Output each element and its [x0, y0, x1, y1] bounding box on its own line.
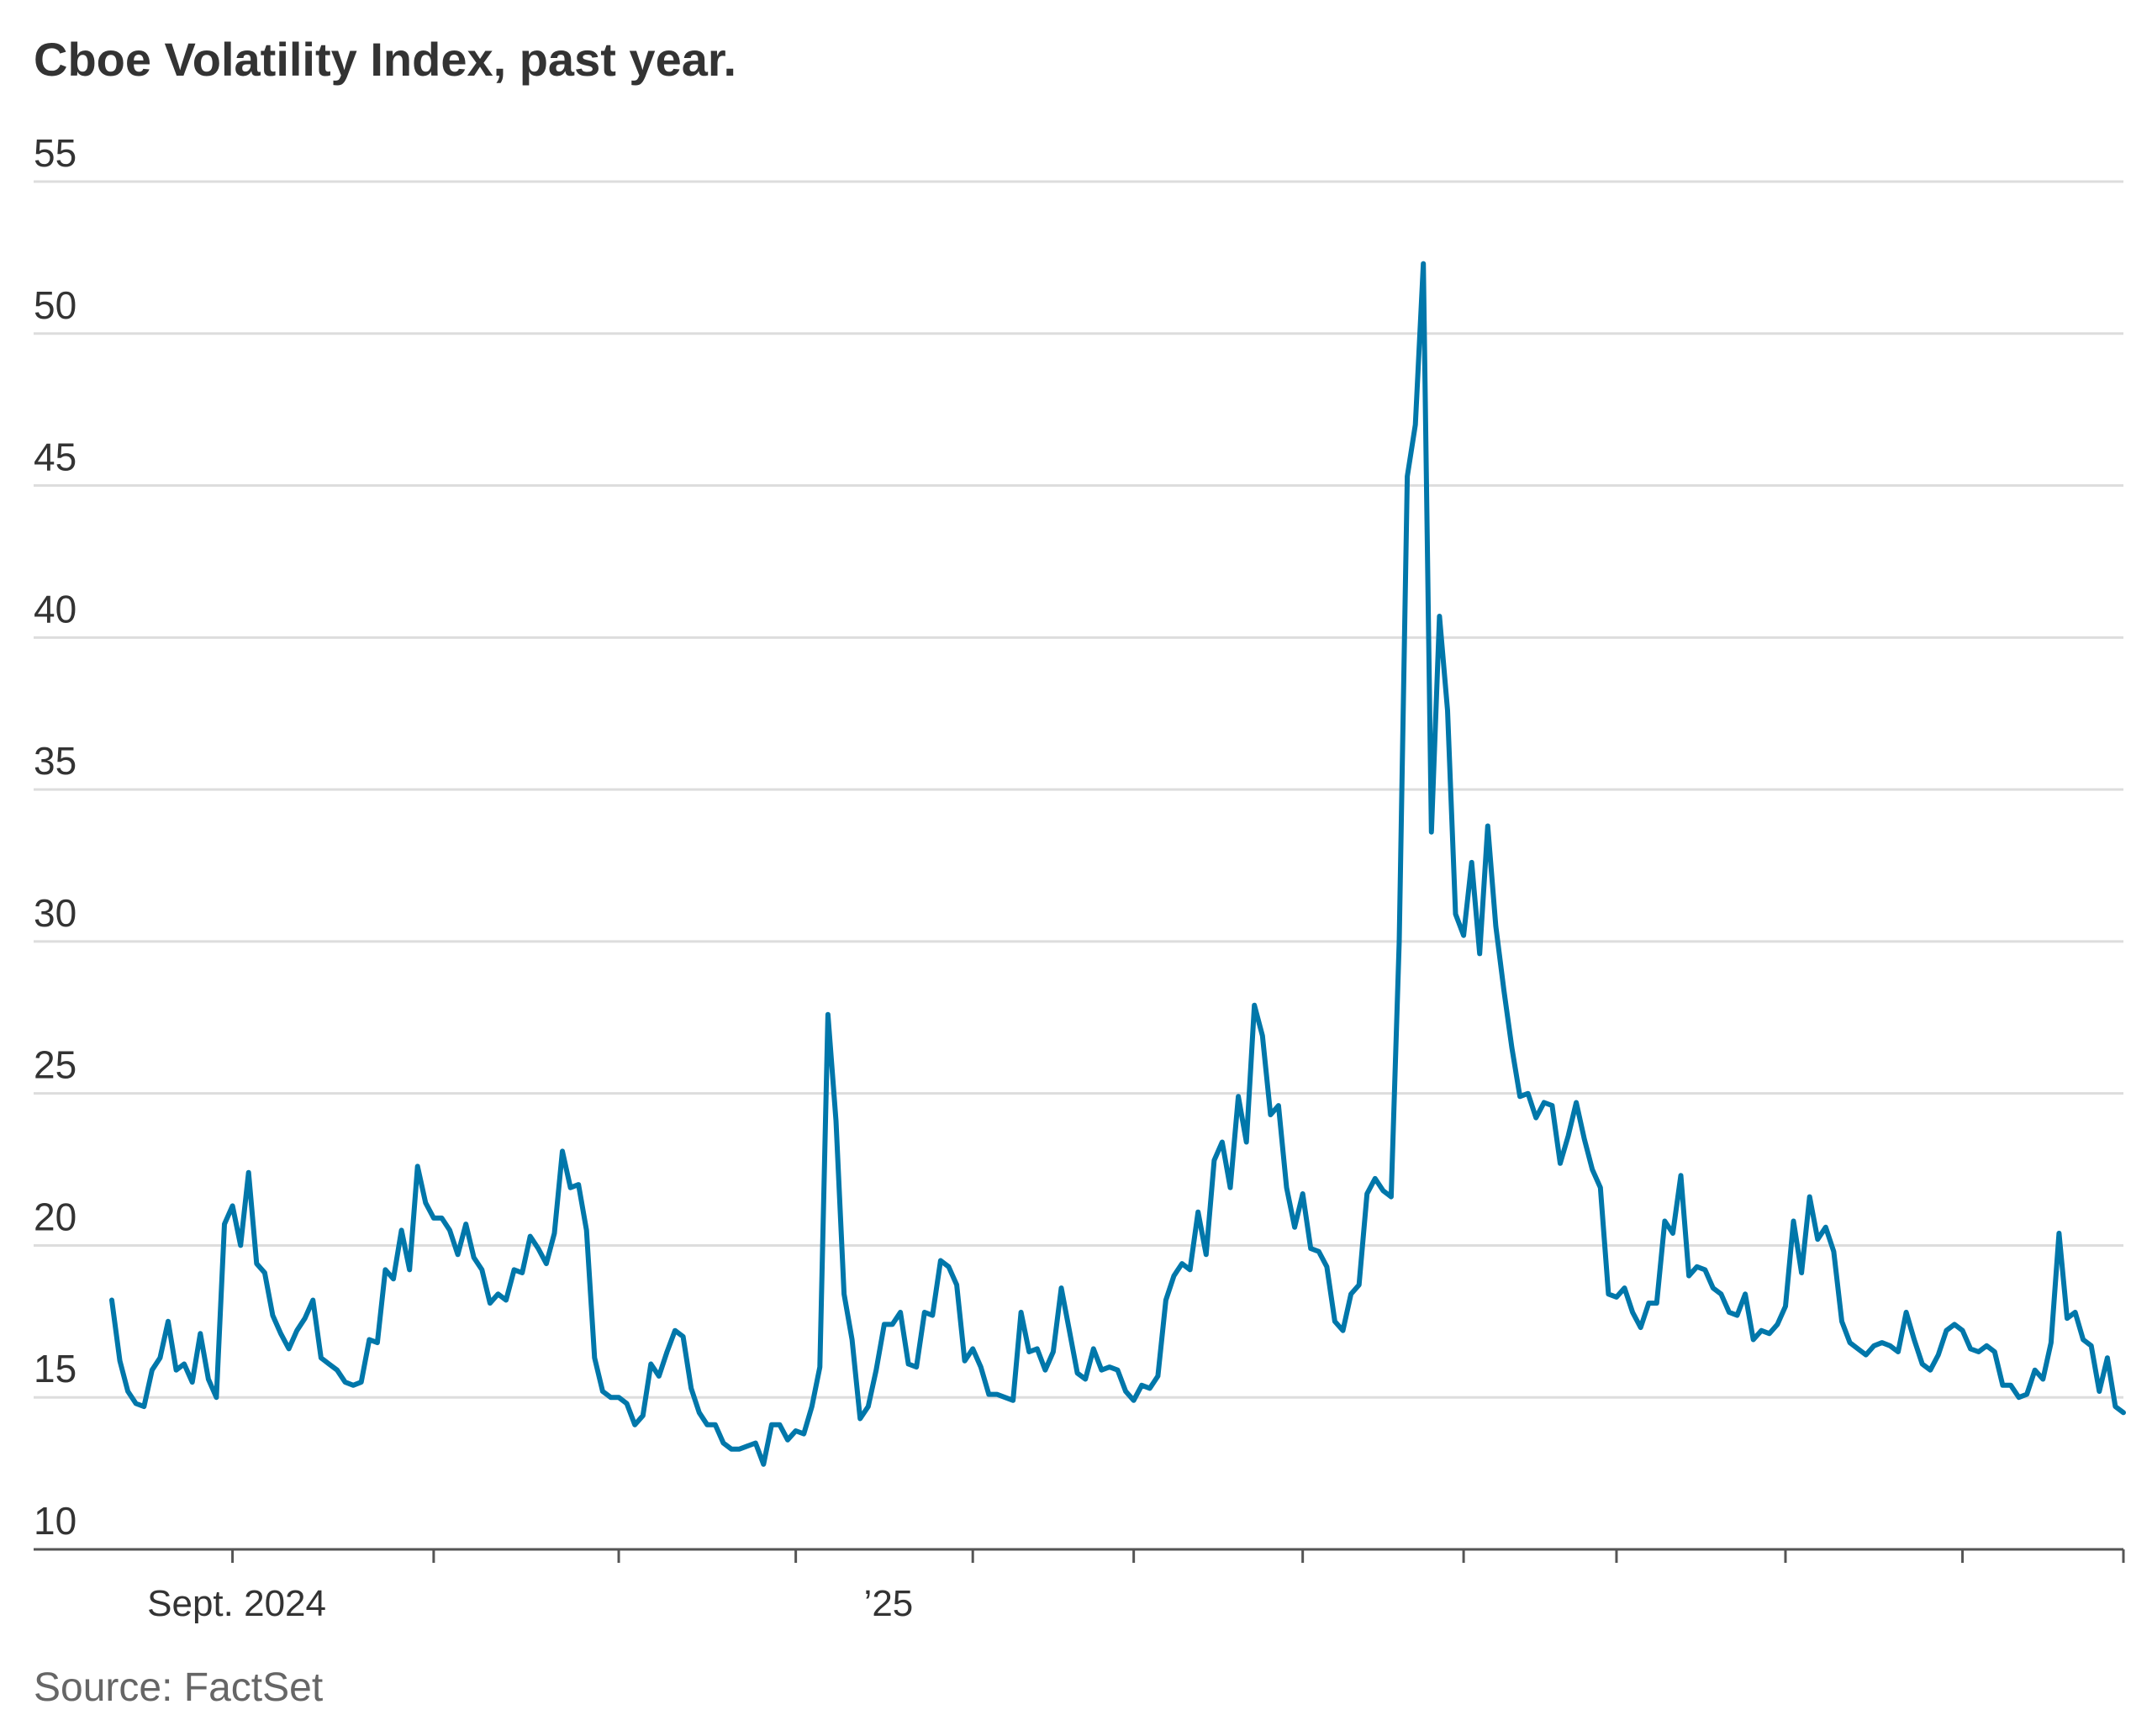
y-tick-label-30: 30 [34, 891, 76, 935]
y-tick-label-40: 40 [34, 587, 76, 631]
y-tick-label-55: 55 [34, 131, 76, 175]
y-tick-label-15: 15 [34, 1347, 76, 1390]
x-axis-ticks: Sept. 2024 ’25 [147, 1549, 2125, 1624]
y-axis-labels: 10 15 20 25 30 35 40 45 50 55 [34, 131, 76, 1543]
y-tick-label-35: 35 [34, 739, 76, 783]
x-tick-label: ’25 [864, 1583, 914, 1624]
x-tick-label: Sept. 2024 [147, 1583, 326, 1624]
y-tick-label-10: 10 [34, 1499, 76, 1543]
series-layer [109, 261, 2126, 1467]
y-tick-label-45: 45 [34, 435, 76, 479]
chart-title: Cboe Volatility Index, past year. [34, 33, 737, 86]
y-tick-label-20: 20 [34, 1195, 76, 1238]
gridlines [34, 180, 2123, 1399]
chart-source: Source: FactSet [34, 1665, 324, 1710]
y-tick-label-25: 25 [34, 1043, 76, 1087]
series-line-vix [109, 261, 2126, 1467]
y-tick-label-50: 50 [34, 283, 76, 327]
